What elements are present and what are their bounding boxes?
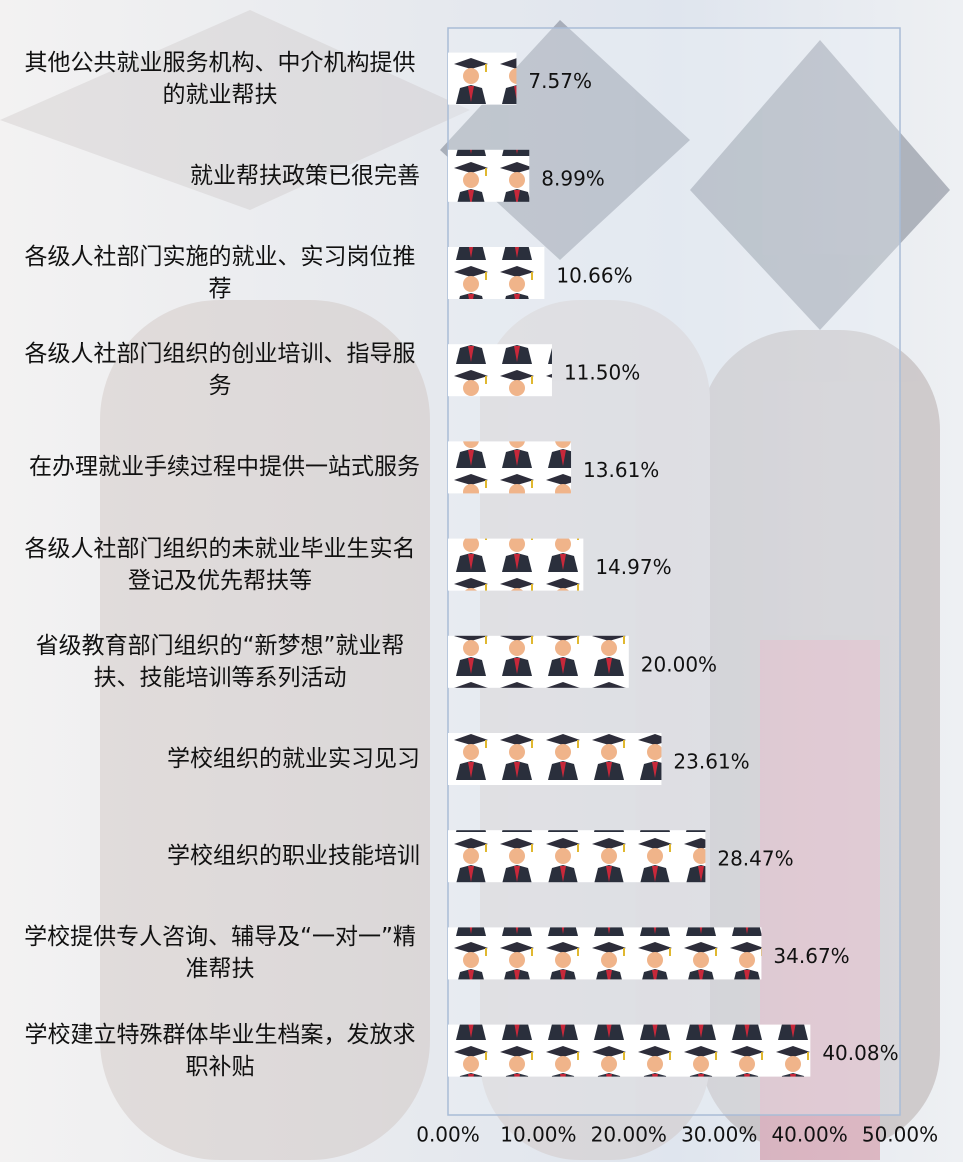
y-tick-label: 学校组织的就业实习见习 [167, 746, 420, 772]
y-tick-label: 省级教育部门组织的“新梦想”就业帮扶、技能培训等系列活动 [35, 632, 405, 691]
bar [448, 830, 706, 883]
y-tick-label: 学校组织的职业技能培训 [167, 843, 420, 870]
bar [448, 441, 572, 494]
value-label: 10.66% [556, 264, 632, 288]
category-label-box: 学校组织的职业技能培训 [20, 816, 420, 896]
x-tick-label: 20.00% [591, 1123, 667, 1147]
y-tick-label: 各级人社部门实施的就业、实习岗位推荐 [24, 244, 416, 302]
x-tick-label: 30.00% [681, 1123, 757, 1147]
category-label-box: 学校建立特殊群体毕业生档案，发放求职补贴 [20, 1011, 420, 1091]
value-label: 23.61% [673, 750, 749, 774]
x-tick-label: 0.00% [416, 1123, 480, 1147]
y-tick-label: 在办理就业手续过程中提供一站式服务 [29, 454, 420, 481]
value-label: 14.97% [595, 555, 671, 579]
value-label: 7.57% [528, 69, 592, 93]
y-tick-label: 其他公共就业服务机构、中介机构提供的就业帮扶 [24, 49, 416, 108]
x-tick-label: 40.00% [771, 1123, 847, 1147]
value-label: 34.67% [773, 944, 849, 968]
y-tick-label: 各级人社部门组织的创业培训、指导服务 [24, 341, 416, 400]
bar [448, 635, 629, 688]
y-tick-label: 学校提供专人咨询、辅导及“一对一”精准帮扶 [24, 924, 416, 983]
category-label-box: 在办理就业手续过程中提供一站式服务 [20, 427, 420, 507]
bar [448, 733, 662, 785]
value-label: 20.00% [641, 652, 717, 676]
x-tick-label: 50.00% [862, 1123, 938, 1147]
category-label-box: 学校组织的就业实习见习 [20, 719, 420, 799]
y-tick-label: 学校建立特殊群体毕业生档案，发放求职补贴 [24, 1021, 416, 1080]
bar [448, 538, 584, 591]
value-label: 13.61% [583, 458, 659, 482]
value-label: 28.47% [717, 847, 793, 871]
bar [448, 52, 517, 105]
category-label-box: 省级教育部门组织的“新梦想”就业帮扶、技能培训等系列活动 [20, 622, 420, 702]
value-label: 11.50% [564, 361, 640, 385]
category-label-box: 其他公共就业服务机构、中介机构提供的就业帮扶 [20, 39, 420, 119]
category-label-box: 各级人社部门组织的创业培训、指导服务 [20, 330, 420, 410]
y-tick-label: 就业帮扶政策已很完善 [190, 162, 420, 189]
bar [448, 1024, 811, 1077]
bar [448, 247, 545, 299]
y-tick-label: 各级人社部门组织的未就业毕业生实名登记及优先帮扶等 [24, 535, 416, 594]
category-label-box: 学校提供专人咨询、辅导及“一对一”精准帮扶 [20, 913, 420, 993]
bar [448, 344, 552, 397]
value-label: 8.99% [541, 166, 605, 190]
category-label-box: 各级人社部门实施的就业、实习岗位推荐 [20, 233, 420, 313]
category-label-box: 就业帮扶政策已很完善 [20, 136, 420, 216]
bar [448, 149, 530, 202]
category-label-box: 各级人社部门组织的未就业毕业生实名登记及优先帮扶等 [20, 525, 420, 605]
x-tick-label: 10.00% [500, 1123, 576, 1147]
value-label: 40.08% [822, 1041, 898, 1065]
bar [448, 927, 762, 980]
